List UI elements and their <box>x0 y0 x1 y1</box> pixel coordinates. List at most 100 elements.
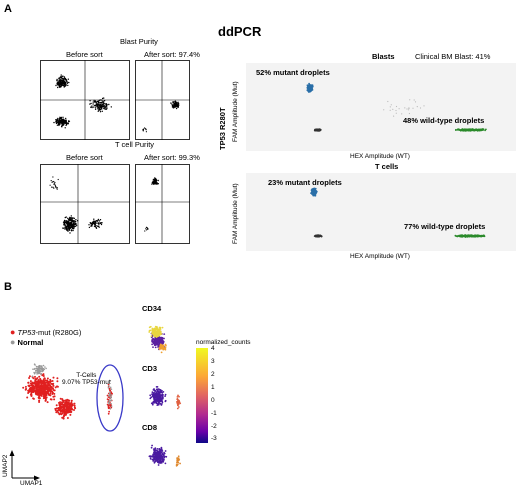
dot <box>59 83 61 86</box>
dot <box>155 178 157 180</box>
dot <box>471 235 473 238</box>
dot <box>59 121 61 123</box>
dot <box>34 375 36 378</box>
dot <box>164 346 167 349</box>
legend-normal-dot: ● <box>10 337 16 347</box>
dot <box>161 326 164 329</box>
dot <box>65 83 67 86</box>
dot <box>177 101 179 103</box>
colorbar-title: normalized_counts <box>196 339 251 346</box>
dot <box>28 384 31 387</box>
dot <box>59 119 61 121</box>
dot <box>57 178 59 181</box>
dot <box>95 227 97 229</box>
dot <box>36 385 39 388</box>
dot <box>109 397 112 399</box>
dot <box>151 391 154 394</box>
dot <box>485 128 487 131</box>
dot <box>175 107 178 110</box>
dot <box>153 338 156 340</box>
dot <box>109 386 112 389</box>
dot <box>90 102 92 105</box>
dot <box>108 395 110 397</box>
dot <box>475 128 477 131</box>
dot <box>178 104 180 106</box>
dot <box>74 407 77 410</box>
dot <box>152 178 155 181</box>
tcell-before-flow-plot <box>40 164 130 244</box>
dot <box>309 85 312 87</box>
dot <box>68 402 71 405</box>
dot <box>318 129 320 132</box>
dot <box>157 396 160 399</box>
dot <box>93 99 95 102</box>
dot <box>155 396 158 399</box>
dot <box>161 403 163 405</box>
dot <box>98 224 100 226</box>
cb-tick: 3 <box>211 358 215 365</box>
dot <box>150 402 153 405</box>
dot <box>42 395 45 398</box>
dot <box>94 223 96 226</box>
dot <box>147 228 149 230</box>
dot <box>62 227 64 229</box>
dot <box>395 109 397 112</box>
umap-main-plot <box>22 363 124 432</box>
dot <box>30 383 33 386</box>
dot <box>39 386 42 389</box>
dot <box>34 380 37 383</box>
dot <box>157 390 160 393</box>
dot <box>158 331 160 333</box>
dot <box>49 380 52 383</box>
dot <box>94 104 97 106</box>
dot <box>41 370 43 373</box>
dot <box>94 100 97 102</box>
dot <box>177 102 180 105</box>
dot <box>100 99 103 101</box>
dot <box>55 84 57 87</box>
dot <box>52 376 55 379</box>
tcells-xlabel: HEX Amplitude (WT) <box>350 253 410 260</box>
dot <box>75 225 77 228</box>
dot <box>59 402 62 405</box>
dot <box>57 117 59 120</box>
dot <box>89 103 91 105</box>
dot <box>59 80 62 83</box>
dot <box>100 105 102 108</box>
dot <box>99 219 102 221</box>
dot <box>107 412 110 415</box>
dot <box>103 100 106 102</box>
dot <box>68 121 70 123</box>
dot <box>94 108 97 110</box>
dot <box>105 108 108 110</box>
dot <box>153 390 156 392</box>
dot <box>96 225 99 227</box>
dot <box>101 97 104 100</box>
dot <box>157 458 160 461</box>
dot <box>472 129 474 131</box>
dot <box>145 128 147 130</box>
dot <box>68 399 71 402</box>
dot <box>107 401 110 404</box>
tcells-droplets <box>310 187 486 238</box>
dot <box>144 230 146 232</box>
dot <box>57 86 59 89</box>
dot <box>35 365 38 368</box>
dot <box>92 223 94 225</box>
dot <box>153 402 155 404</box>
dot <box>58 85 60 87</box>
dot <box>158 348 161 351</box>
dot <box>171 105 174 107</box>
dot <box>158 388 161 391</box>
dot <box>57 81 60 83</box>
dot <box>153 182 155 184</box>
dot <box>56 409 59 412</box>
dot <box>61 126 63 128</box>
dot <box>99 99 101 101</box>
dot <box>98 104 101 106</box>
dot <box>177 394 179 397</box>
legend-mut: ● TP53-mut (R280G) <box>10 327 81 337</box>
dot <box>162 348 165 351</box>
cb-tick: 1 <box>211 384 215 391</box>
dot <box>30 387 33 390</box>
